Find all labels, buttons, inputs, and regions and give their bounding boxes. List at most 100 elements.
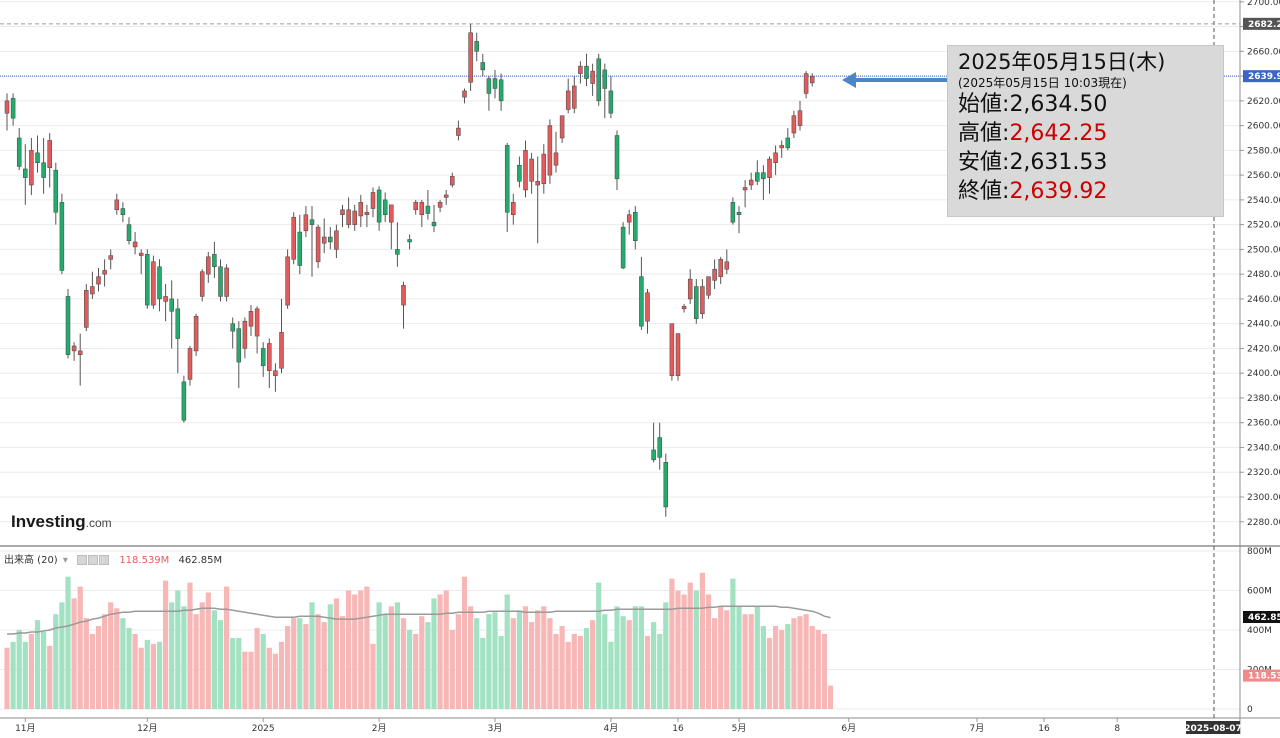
candle-body [254, 308, 260, 337]
info-date: 2025年05月15日(木) [958, 50, 1166, 74]
candle-body [218, 266, 223, 297]
y-tick-label: 2620.00 [1247, 97, 1280, 107]
volume-ma-tag: 462.85M [1248, 613, 1280, 623]
chevron-down-icon[interactable]: ▾ [62, 555, 68, 566]
volume-bar [22, 641, 28, 709]
candle-body [224, 267, 229, 297]
candle-body [584, 65, 589, 79]
x-tick-label: 7月 [970, 723, 985, 734]
volume-bar [303, 624, 309, 709]
volume-bar [669, 578, 675, 709]
candle-body [523, 150, 528, 191]
volume-bar [632, 606, 638, 709]
volume-bar [644, 635, 651, 709]
candle-body [4, 100, 10, 114]
volume-bar [547, 618, 553, 709]
candle-body [16, 137, 22, 167]
visibility-icon[interactable] [88, 555, 99, 565]
candle-body [425, 205, 431, 214]
volume-bar [248, 651, 254, 709]
last-price-tag-bg [1243, 70, 1280, 83]
candle-body [620, 226, 626, 269]
candle-body [596, 58, 601, 102]
close-icon[interactable] [99, 555, 110, 565]
candle-body [419, 202, 425, 215]
candle-body [553, 152, 559, 166]
volume-bar [260, 633, 266, 709]
candle-body [492, 78, 498, 89]
y-tick-label: 2420.00 [1247, 344, 1280, 354]
volume-bar [657, 633, 663, 709]
info-high-label: 高値 [958, 121, 1003, 146]
logo-name: Investing [11, 512, 86, 531]
candle-body [742, 187, 748, 191]
volume-bar [638, 606, 644, 709]
candle-body [236, 328, 242, 363]
volume-bar [486, 614, 492, 709]
candle-body [779, 145, 784, 149]
y-tick-label: 2660.00 [1247, 47, 1280, 57]
candle-body [736, 212, 742, 215]
volume-bar [724, 610, 730, 709]
candle-body [132, 241, 138, 248]
candle-body [541, 153, 547, 185]
volume-bar [504, 594, 510, 709]
candle-body [242, 320, 248, 349]
volume-bar [120, 618, 126, 709]
candle-body [651, 449, 656, 461]
volume-bar [577, 635, 583, 709]
x-tick-label: 6月 [841, 723, 856, 734]
volume-bar [559, 626, 565, 709]
volume-bar [16, 630, 22, 709]
volume-bar [254, 628, 260, 709]
volume-bar [382, 614, 388, 709]
x-tick-label: 3月 [488, 723, 503, 734]
volume-bar [614, 606, 620, 709]
candle-body [376, 189, 382, 223]
volume-bar [236, 637, 242, 709]
volume-bar [413, 633, 419, 709]
settings-icon[interactable] [77, 555, 88, 565]
max-price-tag-bg [1243, 17, 1280, 30]
candle-body [285, 256, 290, 306]
volume-bar [108, 602, 114, 709]
candle-body [59, 202, 65, 271]
candle-body [767, 158, 772, 178]
volume-bar [608, 641, 614, 709]
candle-body [395, 249, 400, 255]
volume-current-tag-bg [1243, 669, 1280, 682]
y-tick-label: 2280.00 [1247, 518, 1280, 528]
candle-body [35, 152, 40, 163]
volume-bar [333, 598, 339, 709]
candle-body [151, 261, 156, 306]
candle-body [206, 256, 211, 275]
volume-bar [718, 606, 724, 709]
y-tick-label: 2320.00 [1247, 468, 1280, 478]
volume-bar [626, 620, 632, 709]
volume-bar [510, 618, 516, 709]
candle-body [230, 323, 235, 332]
volume-bar [53, 614, 59, 709]
candle-body [602, 69, 608, 89]
candle-body [346, 209, 351, 225]
info-row-open: 始値:2,634.50 [958, 92, 1108, 117]
volume-bar [742, 614, 748, 709]
volume-bar [736, 606, 742, 709]
candle-body [498, 79, 504, 102]
candle-body [755, 172, 760, 182]
volume-bar [791, 618, 797, 709]
volume-bar [541, 606, 547, 709]
info-open-value: 2,634.50 [1009, 92, 1108, 117]
candle-body [71, 345, 77, 352]
volume-bar [705, 594, 712, 709]
volume-bar [474, 618, 480, 709]
candle-body [315, 226, 321, 263]
candle-body [157, 266, 162, 300]
candle-body [559, 115, 565, 139]
volume-bar [352, 594, 358, 709]
volume-bar [47, 645, 53, 709]
max-price-tag: 2682.2 [1248, 20, 1280, 30]
volume-bar [242, 651, 248, 709]
